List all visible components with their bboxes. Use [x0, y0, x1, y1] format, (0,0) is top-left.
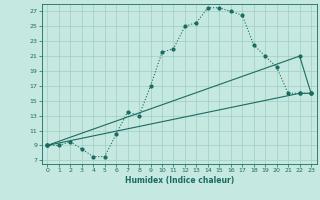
X-axis label: Humidex (Indice chaleur): Humidex (Indice chaleur) — [124, 176, 234, 185]
